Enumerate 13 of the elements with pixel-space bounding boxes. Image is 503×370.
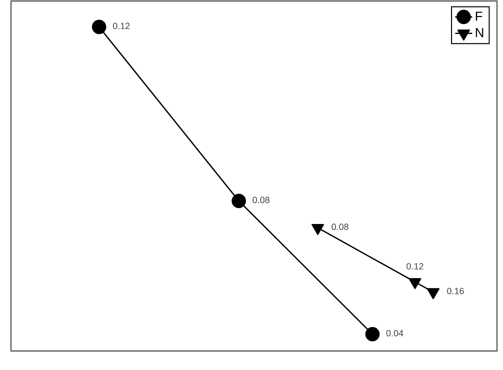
annotation: 0.12: [112, 22, 130, 30]
point: [92, 20, 106, 34]
annotation: 0.08: [252, 196, 270, 204]
annotation: 0.16: [447, 288, 464, 294]
point: [408, 278, 422, 290]
point: [426, 288, 440, 300]
point: [232, 194, 246, 208]
annotation: 0.04: [386, 330, 404, 336]
legend-label: N: [476, 28, 484, 38]
annotation: 0.08: [332, 224, 348, 230]
annotation: 0.12: [406, 263, 424, 270]
point: [312, 224, 324, 235]
legend-label: F: [476, 12, 482, 21]
